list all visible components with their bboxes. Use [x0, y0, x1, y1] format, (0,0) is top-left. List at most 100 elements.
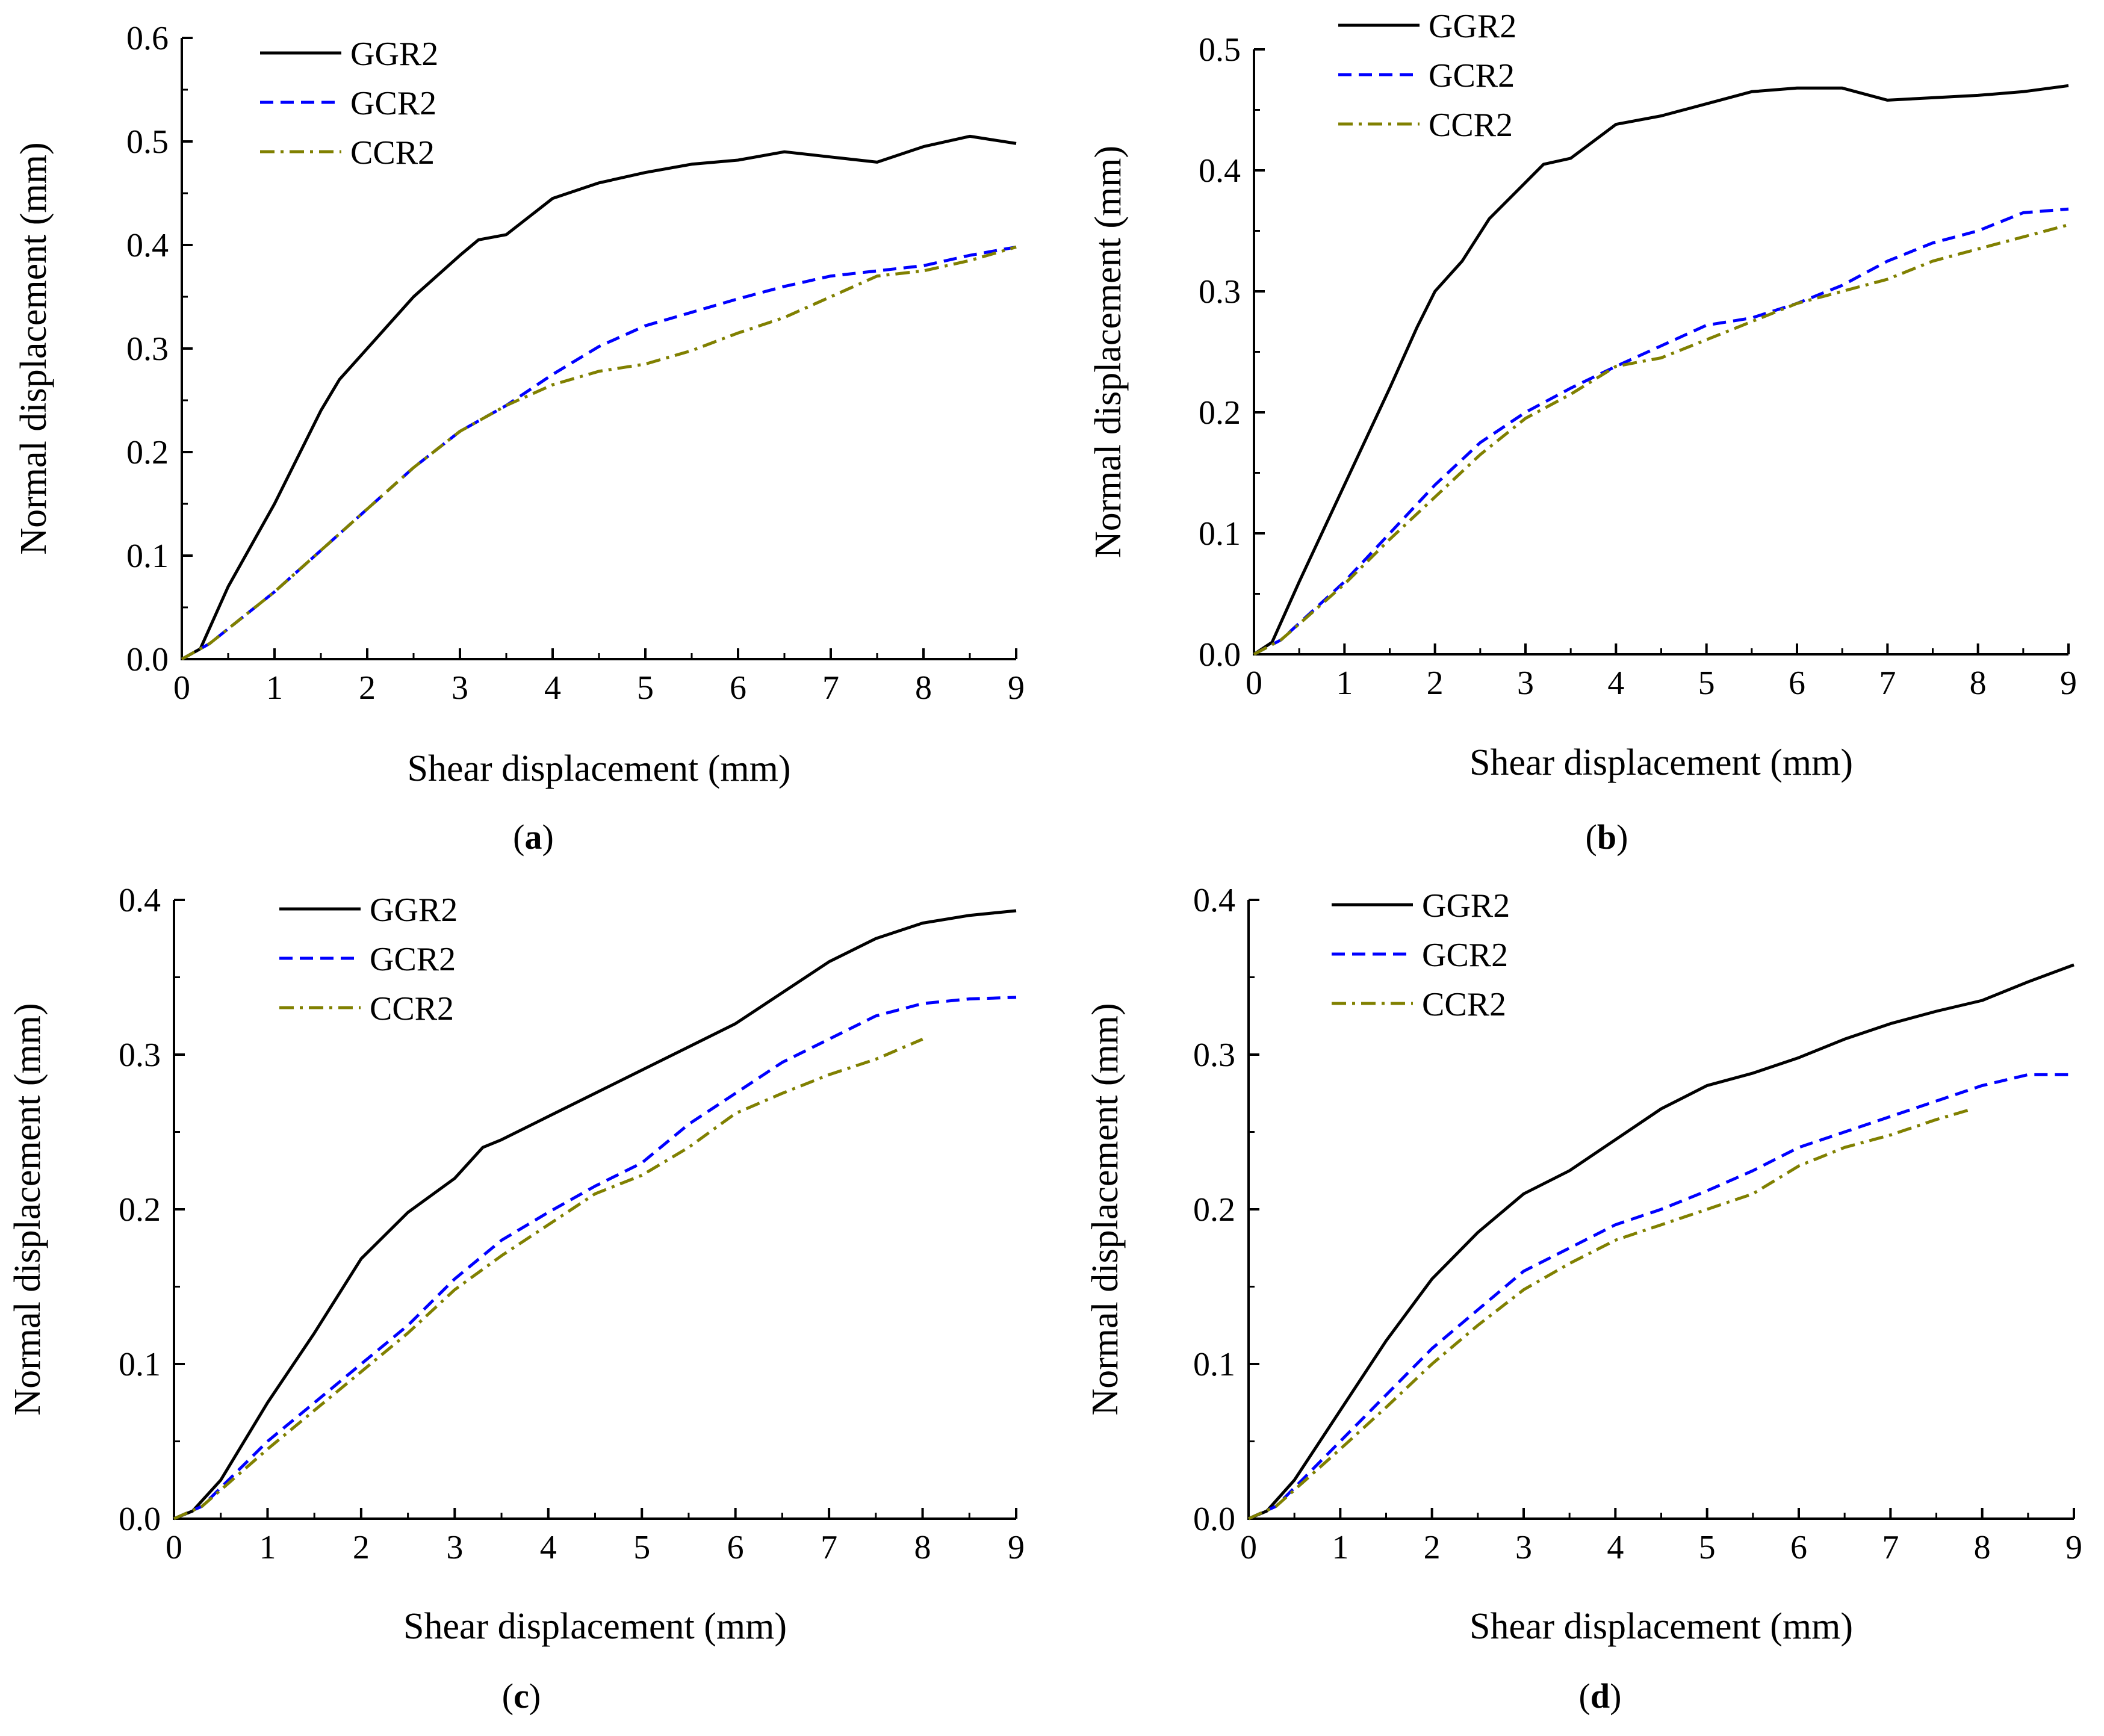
legend: GGR2 GCR2 CCR2 [1332, 887, 1510, 1023]
series-line-ggr2 [1248, 963, 2075, 1521]
legend-label-gcr2: GCR2 [1429, 57, 1515, 95]
series-line-gcr2 [1247, 1073, 2074, 1521]
panel-label-a: (a) [513, 817, 554, 857]
x-tick-label: 7 [1882, 1529, 1899, 1566]
y-tick-label: 0.3 [126, 330, 169, 368]
x-tick-label: 6 [727, 1529, 744, 1566]
x-tick-label: 2 [1424, 1529, 1441, 1566]
legend-label-gcr2: GCR2 [1422, 937, 1508, 974]
series-line-ccr2 [173, 1038, 923, 1521]
y-tick-label: 0.1 [126, 538, 169, 575]
x-tick-label: 1 [1332, 1529, 1348, 1566]
x-tick-label: 3 [1515, 1529, 1532, 1566]
series-line-ggr2 [181, 134, 1017, 661]
panel-label-c: (c) [501, 1676, 541, 1716]
y-tick-label: 0.2 [1199, 394, 1241, 432]
x-tick-label: 8 [914, 1529, 931, 1566]
y-tick-label: 0.4 [1199, 152, 1241, 190]
x-tick-label: 0 [173, 669, 190, 707]
y-tick-label: 0.3 [1199, 273, 1241, 311]
chart-c: 0 1 2 3 4 5 6 7 8 9 0.0 0.1 0.2 0.3 0.4 Shear displacem… [7, 882, 1025, 1647]
x-tick-label: 1 [1336, 665, 1353, 702]
y-tick-label: 0.1 [1193, 1346, 1235, 1383]
x-tick-label: 2 [359, 669, 376, 707]
x-tick-label: 8 [1970, 665, 1987, 702]
chart-a: 0 1 2 3 4 5 6 7 8 9 0.0 0.1 0.2 0.3 0.4 0.5 0.6 Shear dis… [13, 20, 1025, 789]
series-line-ggr2 [1253, 84, 2069, 656]
legend: GGR2 GCR2 CCR2 [260, 36, 438, 172]
x-tick-label: 2 [353, 1529, 370, 1566]
y-tick-label: 0.4 [1193, 882, 1235, 919]
y-tick-label: 0.4 [126, 227, 169, 264]
panel-a: 0 1 2 3 4 5 6 7 8 9 0.0 0.1 0.2 0.3 0.4 0.5 0.6 Shear dis… [0, 0, 1052, 867]
x-tick-label: 4 [540, 1529, 557, 1566]
series-line-ggr2 [173, 909, 1017, 1521]
y-tick-label: 0.5 [1199, 31, 1241, 69]
x-tick-label: 7 [822, 669, 839, 707]
x-tick-label: 5 [1698, 665, 1715, 702]
y-tick-label: 0.2 [119, 1191, 161, 1229]
x-tick-label: 5 [637, 669, 654, 707]
panel-label-b: (b) [1585, 817, 1628, 857]
x-tick-label: 9 [1008, 1529, 1025, 1566]
x-tick-label: 0 [166, 1529, 182, 1566]
series-line-ccr2 [1247, 1107, 1974, 1521]
series-line-gcr2 [173, 996, 1017, 1521]
x-tick-label: 1 [266, 669, 283, 707]
x-tick-label: 9 [2060, 665, 2077, 702]
x-axis-label: Shear displacement (mm) [1469, 742, 1853, 783]
legend-label-ggr2: GGR2 [1422, 887, 1510, 925]
series-line-gcr2 [181, 245, 1017, 661]
y-tick-label: 0.0 [1199, 636, 1241, 674]
x-tick-label: 6 [1790, 1529, 1807, 1566]
x-axis-label: Shear displacement (mm) [403, 1606, 787, 1647]
y-axis-label: Normal displacement (mm) [13, 142, 54, 554]
x-tick-label: 5 [1699, 1529, 1716, 1566]
x-tick-label: 0 [1240, 1529, 1257, 1566]
axes [173, 900, 1016, 1520]
y-tick-label: 0.0 [126, 641, 169, 678]
y-tick-label: 0.2 [126, 434, 169, 471]
legend-label-ccr2: CCR2 [350, 134, 435, 172]
y-tick-label: 0.5 [126, 123, 169, 161]
y-axis-label: Normal displacement (mm) [1085, 1003, 1126, 1415]
series-line-ccr2 [1253, 223, 2069, 656]
x-tick-label: 3 [1517, 665, 1534, 702]
y-tick-label: 0.2 [1193, 1191, 1235, 1229]
x-tick-label: 8 [1974, 1529, 1991, 1566]
y-tick-label: 0.0 [1193, 1501, 1235, 1538]
panel-label-d: (d) [1578, 1676, 1622, 1716]
x-tick-label: 6 [1789, 665, 1805, 702]
y-axis-label: Normal displacement (mm) [1088, 146, 1129, 558]
x-tick-label: 4 [1607, 665, 1624, 702]
panel-b: 0 1 2 3 4 5 6 7 8 9 0.0 0.1 0.2 0.3 0.4 0.5 Shear displa… [1052, 0, 2104, 867]
x-tick-label: 8 [915, 669, 932, 707]
series-line-gcr2 [1253, 207, 2069, 656]
y-tick-label: 0.4 [119, 882, 161, 919]
x-tick-label: 5 [633, 1529, 650, 1566]
x-axis-label: Shear displacement (mm) [1469, 1606, 1853, 1647]
y-tick-label: 0.6 [126, 20, 169, 57]
legend-label-ggr2: GGR2 [370, 891, 458, 929]
y-tick-label: 0.0 [119, 1501, 161, 1538]
legend-label-ccr2: CCR2 [370, 990, 454, 1028]
axes [1253, 49, 2068, 656]
panel-c: 0 1 2 3 4 5 6 7 8 9 0.0 0.1 0.2 0.3 0.4 Shear displacem… [0, 867, 1052, 1733]
x-tick-label: 3 [446, 1529, 463, 1566]
legend-label-ccr2: CCR2 [1422, 986, 1506, 1023]
legend-label-ggr2: GGR2 [350, 36, 438, 73]
legend-label-ggr2: GGR2 [1429, 8, 1516, 45]
x-tick-label: 6 [730, 669, 746, 707]
y-axis-label: Normal displacement (mm) [7, 1003, 48, 1415]
legend: GGR2 GCR2 CCR2 [279, 891, 458, 1028]
y-tick-label: 0.3 [1193, 1037, 1235, 1074]
y-tick-label: 0.1 [1199, 515, 1241, 553]
x-tick-label: 4 [544, 669, 561, 707]
x-tick-label: 7 [821, 1529, 837, 1566]
chart-d: 0 1 2 3 4 5 6 7 8 9 0.0 0.1 0.2 0.3 0.4 Shear displacem… [1085, 882, 2082, 1647]
x-tick-label: 2 [1427, 665, 1444, 702]
x-tick-label: 0 [1246, 665, 1262, 702]
legend: GGR2 GCR2 CCR2 [1338, 8, 1516, 144]
x-tick-label: 9 [2065, 1529, 2082, 1566]
panel-d: 0 1 2 3 4 5 6 7 8 9 0.0 0.1 0.2 0.3 0.4 Shear displacem… [1052, 867, 2104, 1733]
